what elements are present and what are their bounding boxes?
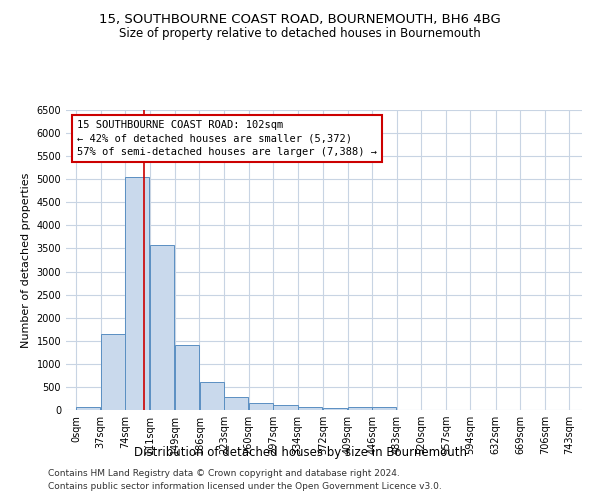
- Text: Contains HM Land Registry data © Crown copyright and database right 2024.: Contains HM Land Registry data © Crown c…: [48, 468, 400, 477]
- Bar: [373, 408, 397, 410]
- Bar: [150, 245, 174, 410]
- Bar: [125, 177, 149, 410]
- Text: 15 SOUTHBOURNE COAST ROAD: 102sqm
← 42% of detached houses are smaller (5,372)
5: 15 SOUTHBOURNE COAST ROAD: 102sqm ← 42% …: [77, 120, 377, 156]
- Bar: [274, 406, 298, 410]
- Bar: [323, 408, 347, 410]
- Bar: [101, 334, 125, 410]
- Bar: [175, 346, 199, 410]
- Text: Size of property relative to detached houses in Bournemouth: Size of property relative to detached ho…: [119, 28, 481, 40]
- Bar: [298, 407, 322, 410]
- Text: 15, SOUTHBOURNE COAST ROAD, BOURNEMOUTH, BH6 4BG: 15, SOUTHBOURNE COAST ROAD, BOURNEMOUTH,…: [99, 12, 501, 26]
- Text: Distribution of detached houses by size in Bournemouth: Distribution of detached houses by size …: [133, 446, 467, 459]
- Bar: [348, 408, 372, 410]
- Bar: [249, 404, 273, 410]
- Text: Contains public sector information licensed under the Open Government Licence v3: Contains public sector information licen…: [48, 482, 442, 491]
- Bar: [76, 406, 100, 410]
- Bar: [200, 382, 224, 410]
- Bar: [224, 396, 248, 410]
- Y-axis label: Number of detached properties: Number of detached properties: [21, 172, 31, 348]
